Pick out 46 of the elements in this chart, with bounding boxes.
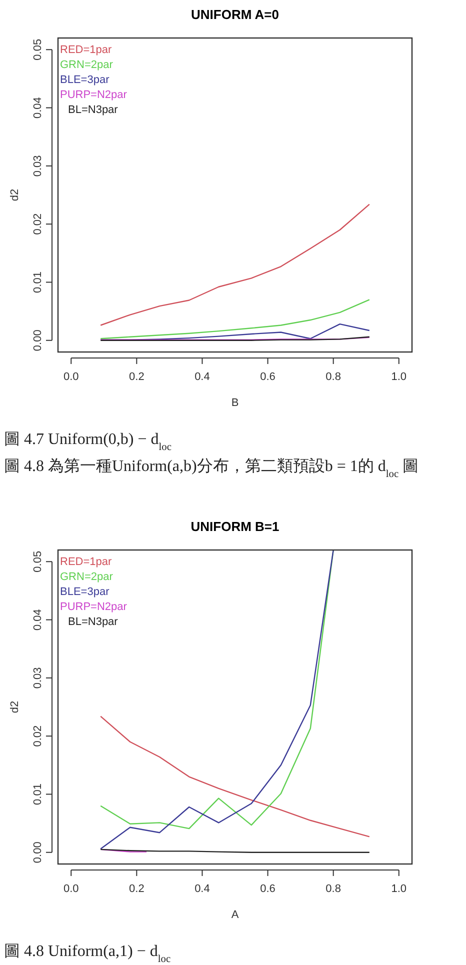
chart-title: UNIFORM B=1 (190, 519, 280, 534)
caption: 圖 4.8 為第一種Uniform(a,b)分布，第二類預設b = 1的 d$_{loc}$ 圖 (4, 457, 419, 480)
x-axis-title: A (231, 909, 240, 921)
x-tick-label: 0.6 (260, 883, 276, 895)
line-series (100, 716, 370, 838)
y-tick-label: 0.03 (32, 155, 44, 177)
x-tick-label: 0.4 (194, 371, 210, 383)
text: RED=1par (60, 556, 112, 568)
line-series (100, 299, 370, 340)
text: BL=N3par (68, 616, 118, 628)
y-tick-label: 0.03 (32, 667, 44, 689)
x-tick-label: 0.2 (129, 371, 144, 383)
x-tick-label: 0.6 (260, 371, 276, 383)
chart-title: UNIFORM A=0 (191, 7, 279, 22)
text: RED=1par (60, 44, 112, 56)
y-axis-title: d2 (9, 700, 21, 714)
x-tick-label: 1.0 (391, 883, 407, 895)
x-tick-label: 0.8 (326, 883, 341, 895)
text: BLE=3par (60, 586, 110, 598)
x-tick-label: 0.0 (63, 371, 79, 383)
text: GRN=2par (60, 571, 114, 583)
text: PURP=N2par (60, 89, 128, 101)
text: PURP=N2par (60, 601, 128, 613)
x-tick-label: 0.8 (326, 371, 341, 383)
caption: 圖 4.7 Uniform(0,b) − d$_{loc}$ (4, 431, 172, 452)
x-tick-label: 0.4 (194, 883, 210, 895)
line-series (100, 204, 370, 326)
x-tick-label: 0.0 (63, 883, 79, 895)
y-tick-label: 0.01 (32, 272, 44, 293)
x-axis-title: B (231, 397, 239, 409)
y-tick-label: 0.02 (32, 725, 44, 747)
y-tick-label: 0.05 (32, 550, 44, 572)
y-tick-label: 0.00 (32, 842, 44, 864)
x-tick-label: 0.2 (129, 883, 144, 895)
y-axis-title: d2 (9, 188, 21, 202)
text: BLE=3par (60, 74, 110, 86)
y-tick-label: 0.01 (32, 784, 44, 805)
y-tick-label: 0.04 (32, 97, 44, 118)
y-tick-label: 0.02 (32, 213, 44, 235)
caption: 圖 4.8 Uniform(a,1) − d$_{loc}$ (4, 943, 171, 964)
y-tick-label: 0.05 (32, 38, 44, 60)
text: GRN=2par (60, 59, 114, 71)
text: BL=N3par (68, 104, 118, 116)
y-tick-label: 0.04 (32, 609, 44, 630)
x-tick-label: 1.0 (391, 371, 407, 383)
y-tick-label: 0.00 (32, 330, 44, 352)
